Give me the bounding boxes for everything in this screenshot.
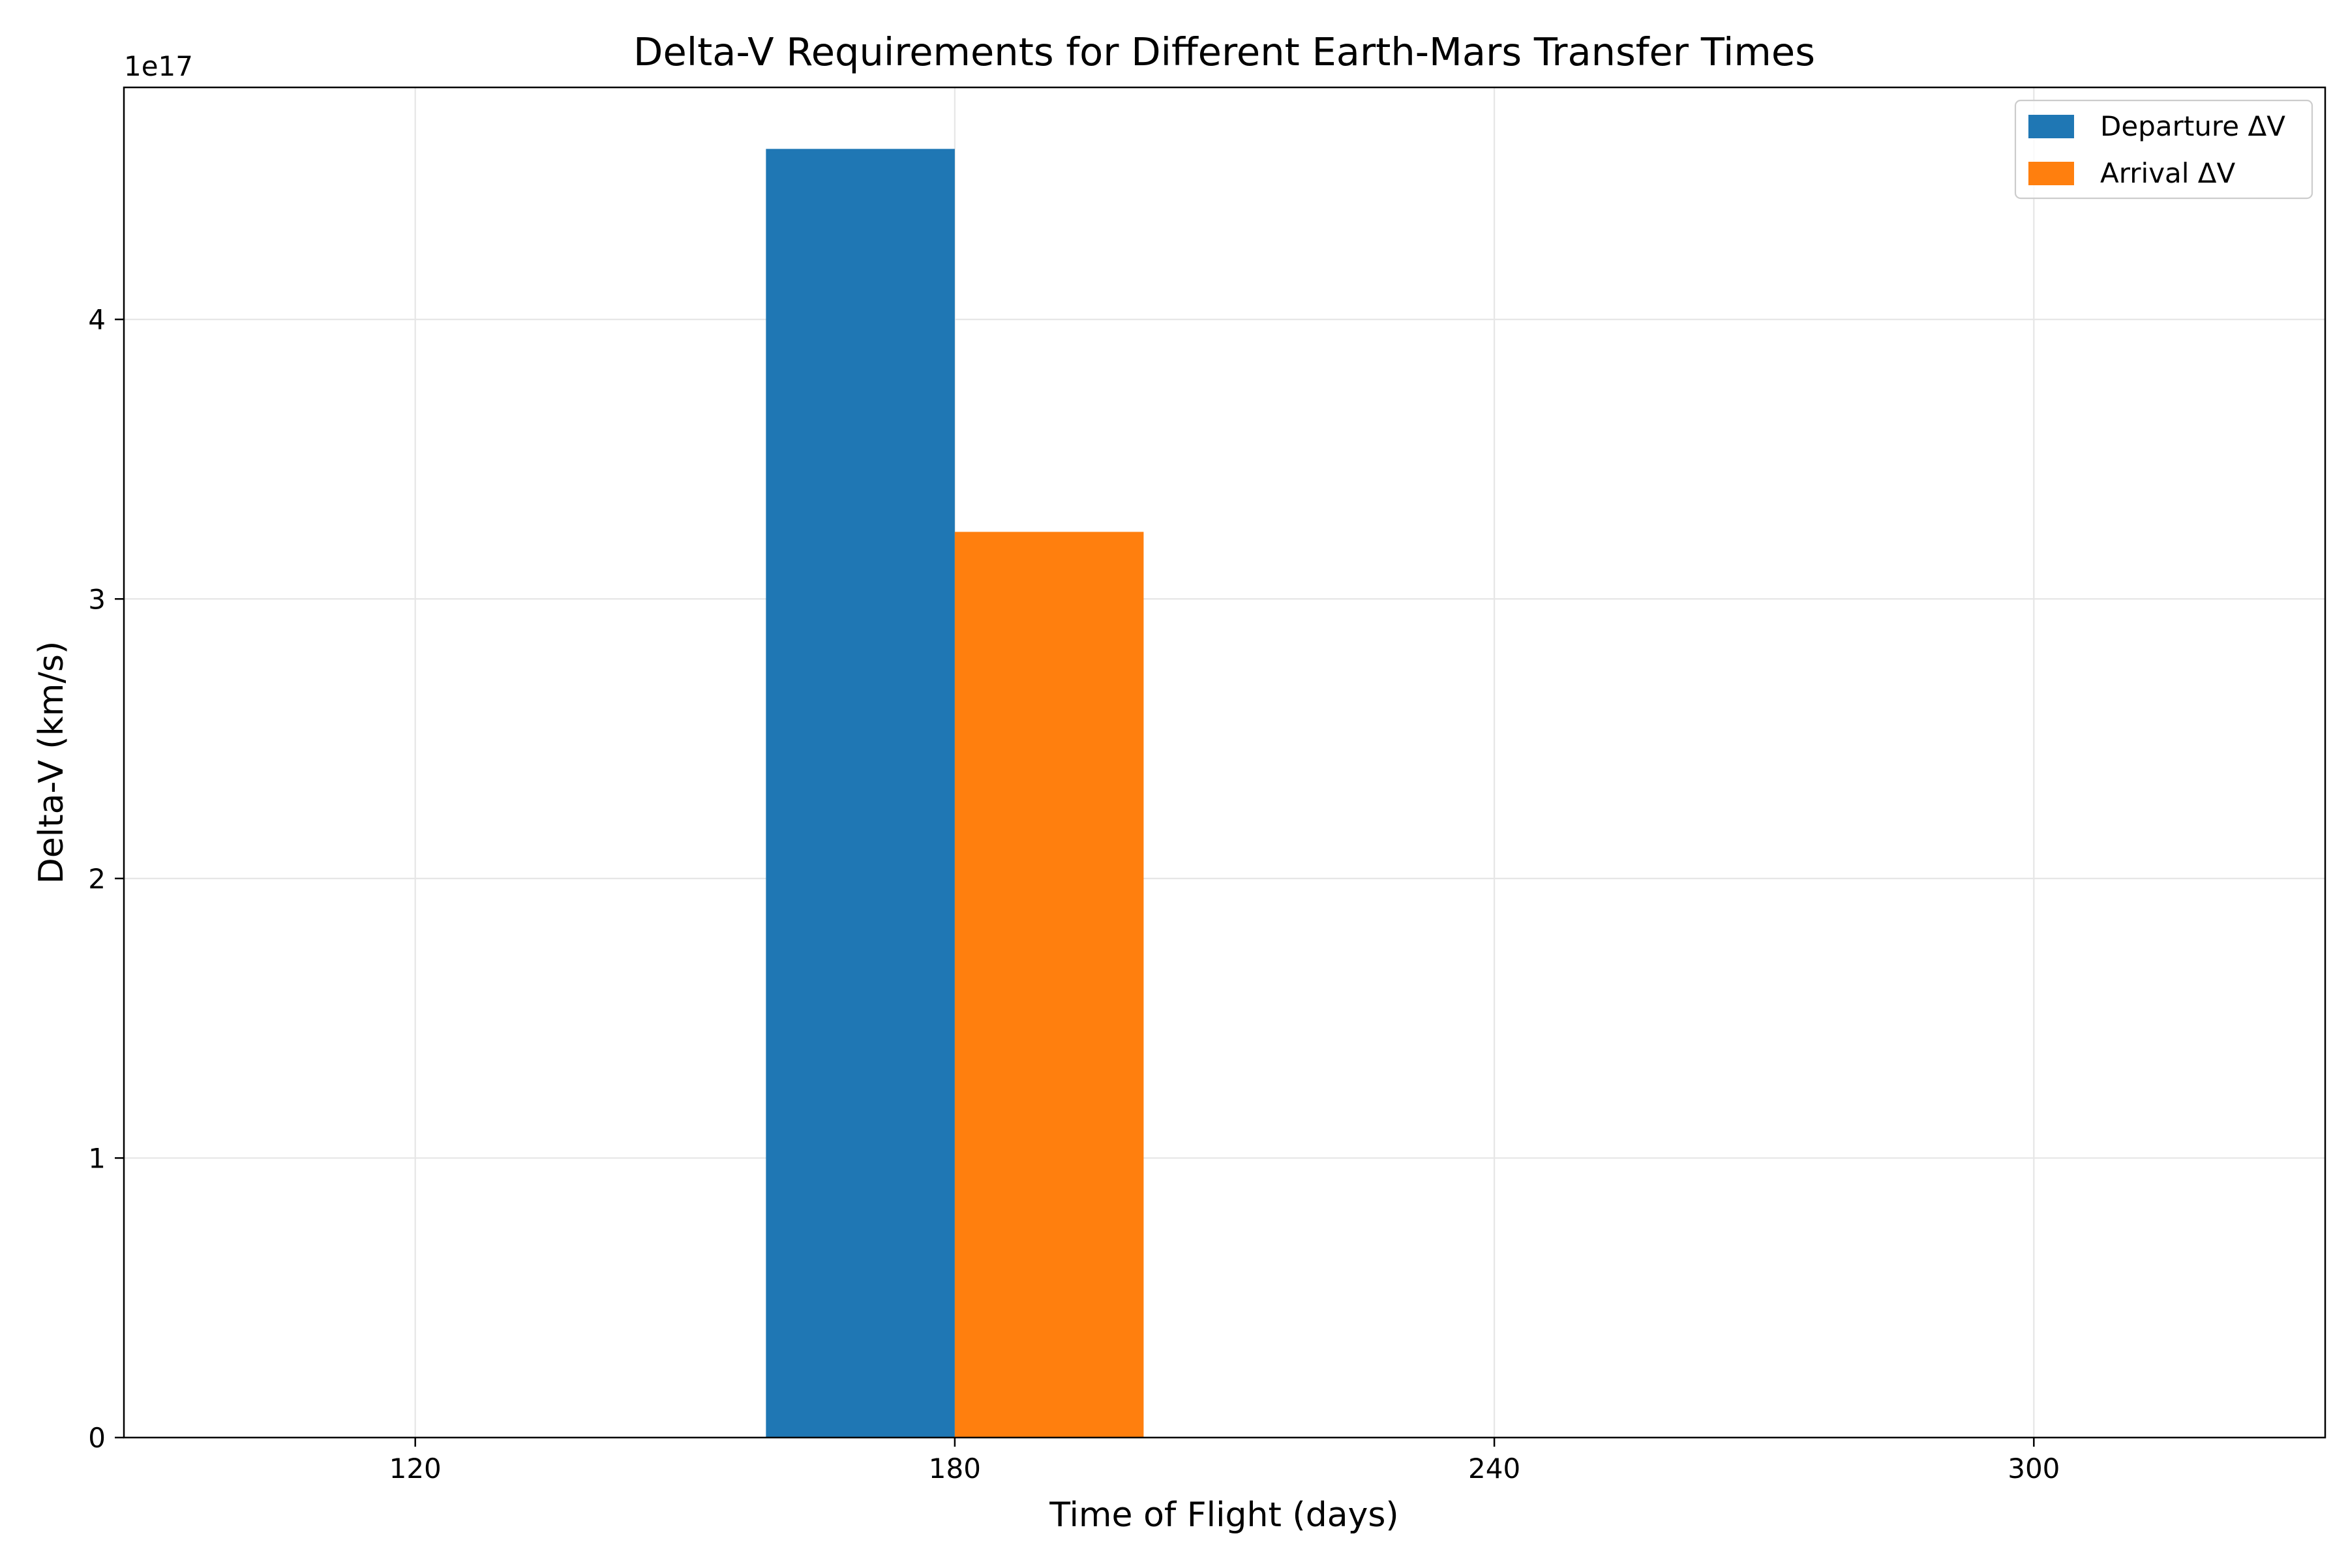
x-tick-label: 240 (1468, 1453, 1520, 1485)
legend-swatch (2028, 115, 2074, 138)
x-tick-label: 180 (929, 1453, 981, 1485)
x-tick-label: 300 (2008, 1453, 2060, 1485)
y-tick-label: 1 (88, 1142, 106, 1174)
legend-label: Departure ΔV (2100, 110, 2285, 142)
y-axis-label: Delta-V (km/s) (32, 641, 71, 884)
y-tick-label: 3 (88, 583, 106, 615)
plot-frame (123, 86, 2326, 1439)
ticks-layer: 120 180 240 300 0 1 2 3 4 (88, 304, 2060, 1485)
bar-arrival-180 (954, 532, 1144, 1438)
bars-layer (766, 149, 1144, 1438)
y-axis-offset-label: 1e17 (124, 50, 193, 82)
y-tick-label: 2 (88, 863, 106, 895)
legend-label: Arrival ΔV (2100, 157, 2236, 189)
y-tick-label: 4 (88, 304, 106, 336)
legend-swatch (2028, 162, 2074, 185)
y-tick-label: 0 (88, 1422, 106, 1454)
chart-title: Delta-V Requirements for Different Earth… (633, 29, 1815, 74)
bar-departure-180 (766, 149, 955, 1438)
x-axis-label: Time of Flight (days) (1049, 1496, 1398, 1535)
x-tick-label: 120 (389, 1453, 442, 1485)
legend-frame (2014, 99, 2313, 200)
legend: Departure ΔV Arrival ΔV (2014, 99, 2313, 200)
